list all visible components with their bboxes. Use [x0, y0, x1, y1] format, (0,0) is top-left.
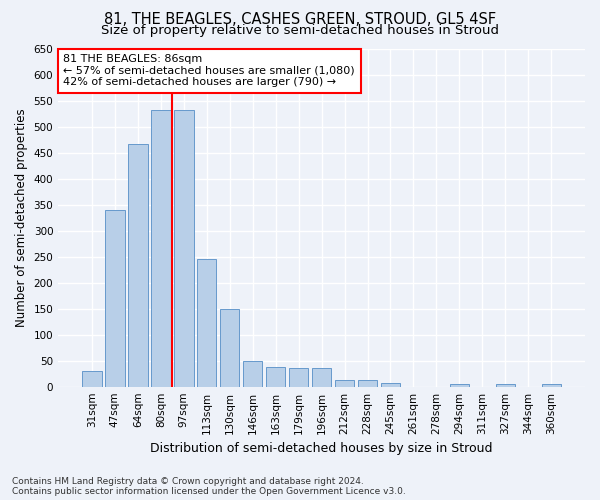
- Bar: [197, 260, 217, 386]
- Bar: [266, 368, 286, 386]
- Bar: [289, 368, 308, 386]
- Bar: [151, 110, 170, 386]
- X-axis label: Distribution of semi-detached houses by size in Stroud: Distribution of semi-detached houses by …: [151, 442, 493, 455]
- Bar: [174, 110, 194, 386]
- Bar: [542, 384, 561, 386]
- Text: 81 THE BEAGLES: 86sqm
← 57% of semi-detached houses are smaller (1,080)
42% of s: 81 THE BEAGLES: 86sqm ← 57% of semi-deta…: [64, 54, 355, 88]
- Bar: [449, 384, 469, 386]
- Bar: [358, 380, 377, 386]
- Bar: [105, 210, 125, 386]
- Text: Size of property relative to semi-detached houses in Stroud: Size of property relative to semi-detach…: [101, 24, 499, 37]
- Bar: [496, 384, 515, 386]
- Text: 81, THE BEAGLES, CASHES GREEN, STROUD, GL5 4SF: 81, THE BEAGLES, CASHES GREEN, STROUD, G…: [104, 12, 496, 28]
- Bar: [128, 144, 148, 386]
- Bar: [220, 309, 239, 386]
- Bar: [312, 368, 331, 386]
- Bar: [381, 382, 400, 386]
- Bar: [335, 380, 355, 386]
- Bar: [243, 360, 262, 386]
- Text: Contains HM Land Registry data © Crown copyright and database right 2024.
Contai: Contains HM Land Registry data © Crown c…: [12, 476, 406, 496]
- Bar: [82, 371, 101, 386]
- Y-axis label: Number of semi-detached properties: Number of semi-detached properties: [15, 108, 28, 327]
